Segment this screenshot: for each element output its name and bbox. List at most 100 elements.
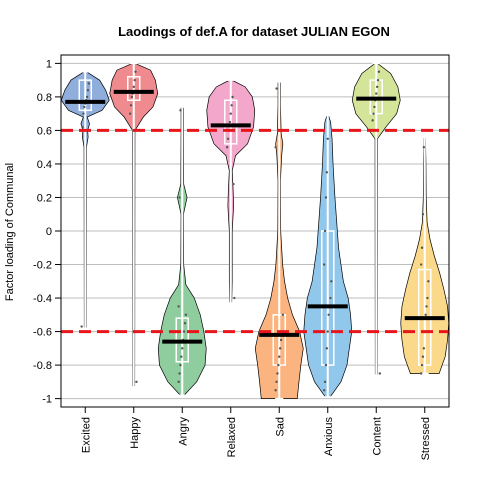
- x-tick-label: Excited: [80, 417, 92, 453]
- data-point: [177, 380, 180, 384]
- data-point: [326, 137, 329, 141]
- threshold-lines: [61, 128, 449, 334]
- data-point: [128, 112, 132, 115]
- data-point: [373, 105, 376, 109]
- y-tick-label: 0.6: [37, 125, 52, 137]
- data-point: [421, 213, 425, 216]
- data-point: [85, 95, 89, 99]
- data-point: [129, 104, 133, 107]
- data-point: [424, 313, 427, 317]
- iqr-box: [321, 230, 335, 366]
- data-point: [279, 338, 283, 342]
- data-point: [372, 112, 375, 115]
- data-point: [425, 305, 428, 308]
- data-point: [327, 313, 330, 317]
- data-point: [325, 171, 329, 174]
- data-point: [378, 372, 382, 375]
- data-point: [132, 85, 135, 89]
- violin-happy: [109, 62, 159, 388]
- data-point: [420, 363, 424, 367]
- y-tick-label: -0.4: [33, 293, 52, 305]
- plot-frame: [60, 54, 450, 408]
- data-point: [177, 305, 180, 308]
- x-tick-label: Sad: [274, 417, 286, 437]
- data-point: [329, 296, 332, 300]
- data-point: [231, 95, 234, 99]
- data-point: [87, 82, 91, 85]
- violins: [60, 62, 450, 400]
- y-tick-label: 0.4: [37, 159, 52, 171]
- data-point: [325, 347, 329, 350]
- x-tick-label: Stressed: [420, 417, 432, 460]
- data-point: [134, 70, 137, 73]
- data-point: [419, 372, 423, 375]
- data-point: [278, 355, 281, 358]
- data-point: [274, 145, 277, 149]
- data-point: [230, 104, 233, 107]
- violin-excited: [60, 71, 110, 329]
- data-point: [330, 280, 333, 283]
- data-point: [80, 325, 83, 328]
- data-point: [375, 85, 379, 89]
- data-point: [179, 363, 182, 367]
- data-point: [277, 363, 280, 367]
- y-tick-label: 0.2: [37, 192, 52, 204]
- y-axis-label: Factor loading of Communal: [4, 163, 16, 301]
- iqr-box: [224, 99, 238, 145]
- y-tick-label: -0.2: [33, 260, 52, 272]
- violin-content: [351, 62, 401, 376]
- data-point: [376, 78, 380, 82]
- data-point: [182, 330, 186, 333]
- data-point: [371, 119, 374, 122]
- x-tick-label: Content: [371, 417, 383, 456]
- x-tick-label: Angry: [177, 417, 189, 446]
- data-point: [178, 196, 181, 199]
- chart-title: Laodings of def.A for dataset JULIAN EGO…: [118, 24, 390, 39]
- data-point: [229, 112, 232, 115]
- data-point: [179, 109, 182, 112]
- data-point: [181, 347, 184, 350]
- data-point: [180, 355, 183, 358]
- data-point: [82, 112, 85, 115]
- data-point: [377, 70, 381, 73]
- violin-relaxed: [206, 79, 256, 304]
- data-point: [426, 296, 429, 300]
- data-point: [81, 125, 84, 129]
- data-point: [322, 389, 326, 392]
- data-point: [86, 89, 90, 92]
- data-point: [130, 95, 134, 99]
- data-point: [323, 380, 327, 384]
- data-point: [422, 347, 426, 350]
- data-point: [178, 372, 181, 375]
- axes: 1 0.8 0.6 0.4 0.2 0 -0.2 -0.4 -0.6 -0.8 -1 Excited H…: [33, 58, 432, 460]
- y-tick-label: -1: [42, 394, 52, 406]
- data-point: [133, 78, 136, 82]
- data-point: [419, 263, 423, 266]
- y-tick-label: 0: [46, 226, 52, 238]
- data-point: [233, 296, 236, 300]
- x-tick-label: Anxious: [323, 417, 335, 457]
- data-point: [281, 313, 285, 317]
- y-tick-label: 0.8: [37, 92, 52, 104]
- data-point: [324, 196, 328, 199]
- data-point: [427, 280, 430, 283]
- data-point: [274, 389, 277, 392]
- data-point: [324, 363, 328, 367]
- data-point: [184, 313, 188, 317]
- data-point: [323, 229, 327, 233]
- data-point: [275, 87, 278, 90]
- data-point: [375, 92, 378, 95]
- violin-anxious: [303, 114, 353, 398]
- data-point: [183, 321, 187, 325]
- data-point: [322, 263, 326, 266]
- y-tick-label: -0.6: [33, 327, 52, 339]
- y-tick-label: 1: [46, 58, 52, 70]
- data-point: [226, 137, 230, 141]
- data-point: [422, 145, 426, 149]
- data-point: [232, 182, 235, 186]
- data-point: [225, 145, 229, 149]
- data-point: [278, 347, 282, 350]
- violin-stressed: [400, 136, 450, 375]
- data-point: [326, 330, 329, 333]
- y-tick-label: -0.8: [33, 360, 52, 372]
